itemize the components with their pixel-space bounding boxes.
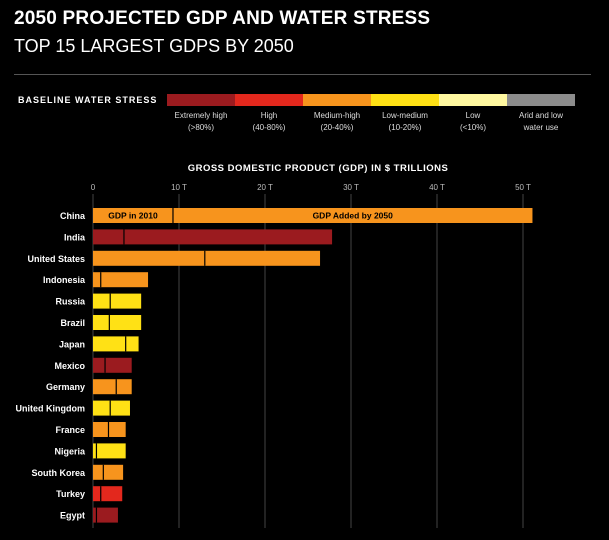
bar-gdp-2010 xyxy=(93,464,104,480)
legend-swatch-low-medium xyxy=(371,94,439,106)
bar-gdp-2010 xyxy=(93,208,173,223)
bar-gdp-added-2050 xyxy=(100,486,123,502)
bar-gdp-added-2050 xyxy=(109,315,142,330)
bar-gdp-2010 xyxy=(93,507,97,523)
bar-gdp-2010 xyxy=(93,315,110,330)
legend-swatch-arid xyxy=(507,94,575,106)
bar-gdp-2010 xyxy=(93,293,111,309)
legend-swatch-low xyxy=(439,94,507,106)
bar-gdp-added-2050 xyxy=(123,229,333,245)
x-tick-label: 20 T xyxy=(257,183,273,192)
bar-gdp-added-2050 xyxy=(96,507,118,523)
bar-annotation: GDP in 2010 xyxy=(108,211,158,221)
legend-swatch-medium-high xyxy=(303,94,371,106)
category-label: India xyxy=(64,232,86,242)
bar-gdp-added-2050 xyxy=(125,336,139,352)
bar-gdp-2010 xyxy=(93,229,124,245)
category-label: China xyxy=(60,211,86,221)
chart-title: 2050 PROJECTED GDP AND WATER STRESS xyxy=(14,8,431,29)
category-label: Egypt xyxy=(60,511,85,521)
bar-gdp-added-2050 xyxy=(116,379,132,395)
category-label: Nigeria xyxy=(54,446,86,456)
category-label: Russia xyxy=(55,297,86,307)
bar-gdp-2010 xyxy=(93,272,101,288)
x-tick-label: 40 T xyxy=(429,183,445,192)
legend-label: Extremely high (>80%) xyxy=(174,111,228,132)
legend-swatches xyxy=(167,94,575,106)
bar-gdp-added-2050 xyxy=(110,293,142,309)
legend-title: BASELINE WATER STRESS xyxy=(18,95,158,105)
category-label: France xyxy=(55,425,85,435)
category-label: Brazil xyxy=(60,318,85,328)
x-tick-label: 50 T xyxy=(515,183,531,192)
bar-gdp-2010 xyxy=(93,443,97,459)
bar-gdp-2010 xyxy=(93,486,101,502)
category-label: United Kingdom xyxy=(16,404,86,414)
legend-label: Medium-high (20-40%) xyxy=(313,111,361,132)
bar-gdp-2010 xyxy=(93,400,111,416)
legend-label: Arid and low water use xyxy=(518,111,564,132)
legend-label: High (40-80%) xyxy=(252,111,286,132)
legend-label: Low-medium (10-20%) xyxy=(382,111,428,132)
bar-gdp-added-2050 xyxy=(110,400,130,416)
legend-labels: Extremely high (>80%) High (40-80%) Medium… xyxy=(167,110,575,134)
bar-gdp-added-2050 xyxy=(103,464,124,480)
bar-gdp-added-2050 xyxy=(96,443,126,459)
bar-gdp-2010 xyxy=(93,422,109,437)
bar-gdp-added-2050 xyxy=(105,357,132,373)
category-label: Japan xyxy=(59,339,85,349)
legend-swatch-high xyxy=(235,94,303,106)
bar-gdp-added-2050 xyxy=(108,422,126,437)
x-tick-label: 10 T xyxy=(171,183,187,192)
bar-gdp-2010 xyxy=(93,250,205,266)
legend-label: Low (<10%) xyxy=(459,111,486,132)
category-label: South Korea xyxy=(31,468,85,478)
bar-annotation: GDP Added by 2050 xyxy=(313,211,394,221)
x-tick-label: 0 xyxy=(91,183,96,192)
category-label: Mexico xyxy=(54,361,85,371)
header-divider xyxy=(14,74,591,75)
bar-gdp-2010 xyxy=(93,379,117,395)
bar-gdp-2010 xyxy=(93,336,126,352)
bar-gdp-2010 xyxy=(93,357,106,373)
chart-subtitle: TOP 15 LARGEST GDPS BY 2050 xyxy=(14,36,294,56)
x-tick-label: 30 T xyxy=(343,183,359,192)
x-axis-label: GROSS DOMESTIC PRODUCT (GDP) IN $ TRILLI… xyxy=(188,163,449,174)
bar-gdp-added-2050 xyxy=(100,272,149,288)
category-label: Turkey xyxy=(56,489,85,499)
bar-gdp-added-2050 xyxy=(172,208,533,223)
category-label: Indonesia xyxy=(43,275,86,285)
category-label: Germany xyxy=(46,382,85,392)
bar-gdp-added-2050 xyxy=(204,250,321,266)
legend-swatch-extremely-high xyxy=(167,94,235,106)
category-label: United States xyxy=(27,254,85,264)
